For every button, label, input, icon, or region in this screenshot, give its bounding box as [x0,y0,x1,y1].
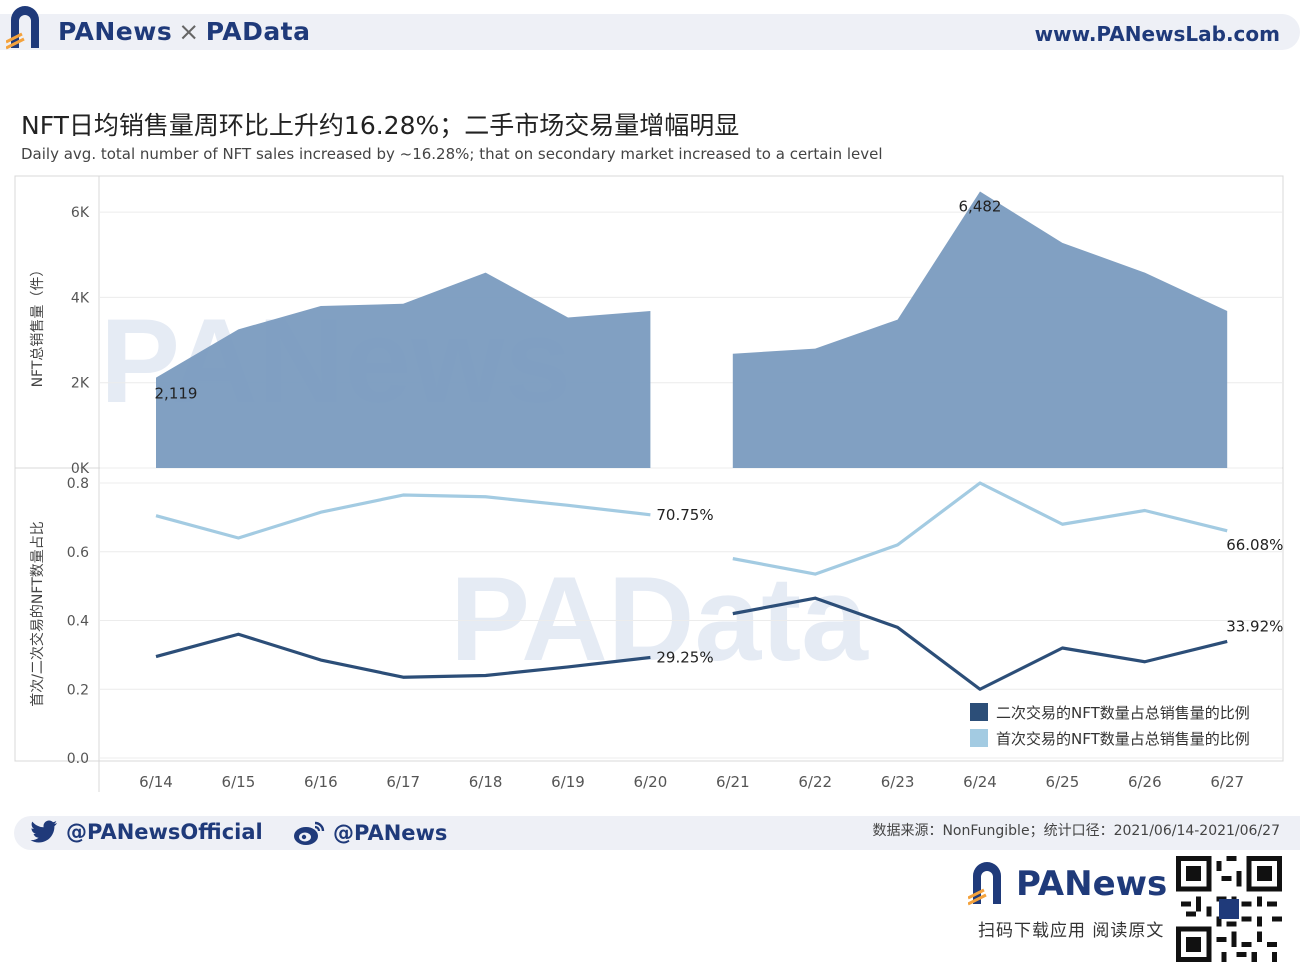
xtick-label: 6/19 [551,773,585,791]
panews-logo-icon [6,6,39,50]
line-data-label: 66.08% [1226,536,1283,554]
primary-share-line [732,481,1228,576]
xtick-label: 6/23 [881,773,915,791]
xtick-label: 6/20 [634,773,668,791]
top-ylabel: NFT总销售量（件） [30,263,46,388]
twitter-icon [30,820,57,843]
bottom-ytick-label: 0.4 [67,614,89,630]
brand-padata: PAData [205,17,311,46]
twitter-handle[interactable]: @PANewsOfficial [30,820,263,844]
area-data-label: 6,482 [959,198,1002,216]
xtick-label: 6/25 [1046,773,1080,791]
xtick-label: 6/22 [798,773,832,791]
header-brand: PANews × PAData [58,17,311,46]
xtick-label: 6/27 [1210,773,1244,791]
sales-area [732,191,1228,468]
panews-footer-logo-icon [968,862,1001,906]
sales-area [156,272,651,468]
bottom-ytick-label: 0.2 [67,682,89,698]
bottom-ytick-label: 0.6 [67,545,89,561]
scan-prompt: 扫码下载应用 阅读原文 [978,921,1165,941]
area-data-label: 2,119 [155,385,198,403]
legend-label-secondary: 二次交易的NFT数量占总销售量的比例 [996,704,1250,722]
header-bar [0,14,1300,50]
footer-brand: PANews [1016,864,1168,904]
legend-label-primary: 首次交易的NFT数量占总销售量的比例 [996,730,1250,748]
top-ytick-label: 4K [71,290,90,306]
top-ytick-label: 0K [71,461,90,477]
weibo-handle[interactable]: @PANews [293,820,447,846]
bottom-ylabel: 首次/二次交易的NFT数量占比 [29,521,46,707]
secondary-share-line [155,632,651,679]
top-ytick-label: 2K [71,376,90,392]
weibo-label: @PANews [333,821,448,845]
top-ytick-label: 6K [71,205,90,221]
legend: 二次交易的NFT数量占总销售量的比例 首次交易的NFT数量占总销售量的比例 [970,703,1250,748]
secondary-share-line [732,596,1228,691]
xtick-label: 6/16 [304,773,338,791]
xtick-label: 6/24 [963,773,997,791]
weibo-icon [294,821,325,845]
xtick-label: 6/26 [1128,773,1162,791]
watermark-padata: PAData [450,552,869,686]
twitter-label: @PANewsOfficial [66,820,263,844]
site-url[interactable]: www.PANewsLab.com [1034,22,1280,46]
legend-swatch-primary [970,729,988,747]
footer-bar [14,816,1300,850]
chart-subtitle: Daily avg. total number of NFT sales inc… [21,145,883,163]
bottom-ytick-label: 0.0 [67,751,89,767]
xtick-label: 6/14 [139,773,173,791]
xtick-label: 6/18 [469,773,503,791]
brand-panews: PANews [58,17,173,46]
data-source: 数据来源：NonFungible；统计口径：2021/06/14-2021/06… [872,823,1280,839]
line-data-label: 33.92% [1226,617,1283,635]
brand-separator: × [178,17,200,46]
xtick-label: 6/15 [222,773,256,791]
chart-title: NFT日均销售量周环比上升约16.28%；二手市场交易量增幅明显 [21,111,740,140]
bottom-ytick-label: 0.8 [67,476,89,492]
xtick-label: 6/21 [716,773,750,791]
xtick-label: 6/17 [386,773,420,791]
line-data-label: 70.75% [656,506,713,524]
line-data-label: 29.25% [656,648,713,666]
primary-share-line [155,493,651,540]
qr-code-icon[interactable] [1176,856,1282,962]
chart: PANews PAData NFT总销售量（件） 首次/二次交易的NFT数量占比… [14,175,1284,792]
legend-swatch-secondary [970,703,988,721]
